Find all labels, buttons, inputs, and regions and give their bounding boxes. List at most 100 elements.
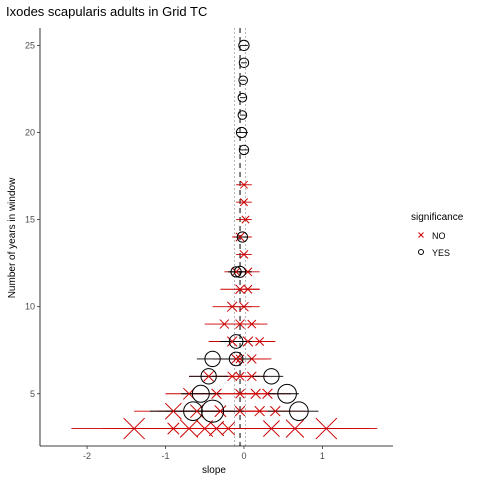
- legend: significance NO YES: [411, 212, 464, 258]
- point-yes: [200, 368, 217, 385]
- x-stroke: [196, 420, 214, 438]
- point-no: [203, 371, 214, 382]
- x-stroke: [221, 421, 236, 436]
- legend-circle-marker: [418, 249, 424, 255]
- point-no: [243, 284, 253, 294]
- x-stroke: [242, 336, 254, 347]
- x-tick-label: -2: [83, 451, 91, 461]
- point-yes: [235, 126, 248, 139]
- point-yes: [191, 384, 210, 403]
- point-no: [211, 388, 222, 400]
- x-stroke: [219, 319, 230, 329]
- x-stroke: [123, 417, 145, 440]
- data-points: [123, 39, 338, 440]
- point-yes: [238, 57, 250, 69]
- x-stroke: [231, 267, 241, 277]
- point-no: [262, 420, 280, 438]
- point-no: [285, 419, 305, 438]
- point-no: [241, 215, 250, 224]
- x-stroke: [239, 301, 249, 312]
- point-yes: [238, 144, 250, 156]
- x-stroke: [239, 198, 249, 207]
- x-stroke: [315, 417, 338, 440]
- x-stroke: [246, 354, 257, 364]
- y-ticks: 5 10 15 20 25: [25, 40, 40, 399]
- point-no: [219, 319, 230, 329]
- x-stroke: [167, 422, 180, 435]
- axes: [39, 28, 393, 447]
- point-yes: [228, 351, 244, 367]
- point-no: [231, 267, 241, 277]
- x-stroke: [246, 371, 257, 382]
- x-stroke: [243, 284, 253, 294]
- point-no: [226, 301, 238, 312]
- point-no: [239, 198, 249, 207]
- point-yes: [237, 92, 248, 103]
- point-no: [262, 388, 273, 400]
- point-no: [196, 420, 214, 438]
- x-stroke: [262, 420, 280, 438]
- y-tick-label: 20: [25, 128, 35, 138]
- point-no: [250, 388, 261, 400]
- y-tick-label: 15: [25, 215, 35, 225]
- point-no: [239, 301, 249, 312]
- x-axis-title: slope: [202, 465, 226, 476]
- x-tick-label: 0: [241, 451, 246, 461]
- x-stroke: [214, 405, 227, 418]
- legend-x-marker: [418, 232, 424, 238]
- point-yes: [230, 266, 242, 278]
- point-yes: [228, 334, 244, 349]
- point-no: [167, 422, 180, 435]
- point-no: [246, 371, 257, 382]
- point-no: [239, 249, 249, 259]
- point-no: [235, 319, 245, 329]
- point-no: [247, 319, 257, 329]
- legend-label-yes: YES: [432, 248, 450, 258]
- y-axis-title: Number of years in window: [7, 177, 18, 298]
- point-yes: [183, 401, 203, 422]
- x-stroke: [234, 405, 246, 417]
- point-yes: [238, 39, 250, 52]
- y-tick-label: 5: [30, 389, 35, 399]
- x-stroke: [208, 420, 225, 437]
- legend-label-no: NO: [432, 231, 446, 241]
- x-tick-label: 1: [320, 451, 325, 461]
- point-yes: [277, 383, 297, 404]
- chart-title: Ixodes scapularis adults in Grid TC: [6, 4, 207, 19]
- point-no: [254, 405, 265, 417]
- point-yes: [263, 368, 280, 385]
- x-stroke: [247, 319, 257, 329]
- legend-x-stroke: [418, 232, 424, 238]
- x-stroke: [226, 336, 238, 347]
- point-no: [230, 353, 242, 365]
- legend-title: significance: [411, 212, 464, 223]
- point-no: [221, 421, 236, 436]
- legend-item-no: NO: [418, 231, 446, 241]
- point-no: [242, 336, 254, 347]
- x-stroke: [164, 402, 182, 420]
- y-tick-label: 25: [25, 40, 35, 50]
- x-stroke: [230, 353, 242, 365]
- point-no: [235, 232, 245, 242]
- point-yes: [236, 231, 249, 243]
- point-yes: [289, 401, 309, 422]
- x-stroke: [227, 371, 238, 382]
- x-stroke: [255, 337, 265, 346]
- point-no: [270, 405, 281, 417]
- x-stroke: [239, 249, 249, 259]
- x-stroke: [241, 215, 250, 224]
- point-no: [255, 337, 265, 346]
- point-no: [179, 419, 199, 438]
- point-no: [235, 388, 245, 399]
- x-stroke: [235, 284, 245, 295]
- x-stroke: [235, 388, 245, 399]
- x-stroke: [235, 371, 245, 381]
- point-no: [315, 417, 338, 440]
- x-stroke: [235, 319, 245, 329]
- point-yes: [237, 110, 248, 120]
- point-no: [164, 402, 182, 420]
- point-no: [208, 420, 225, 437]
- x-stroke: [262, 388, 273, 400]
- point-no: [234, 405, 246, 417]
- x-stroke: [211, 388, 222, 400]
